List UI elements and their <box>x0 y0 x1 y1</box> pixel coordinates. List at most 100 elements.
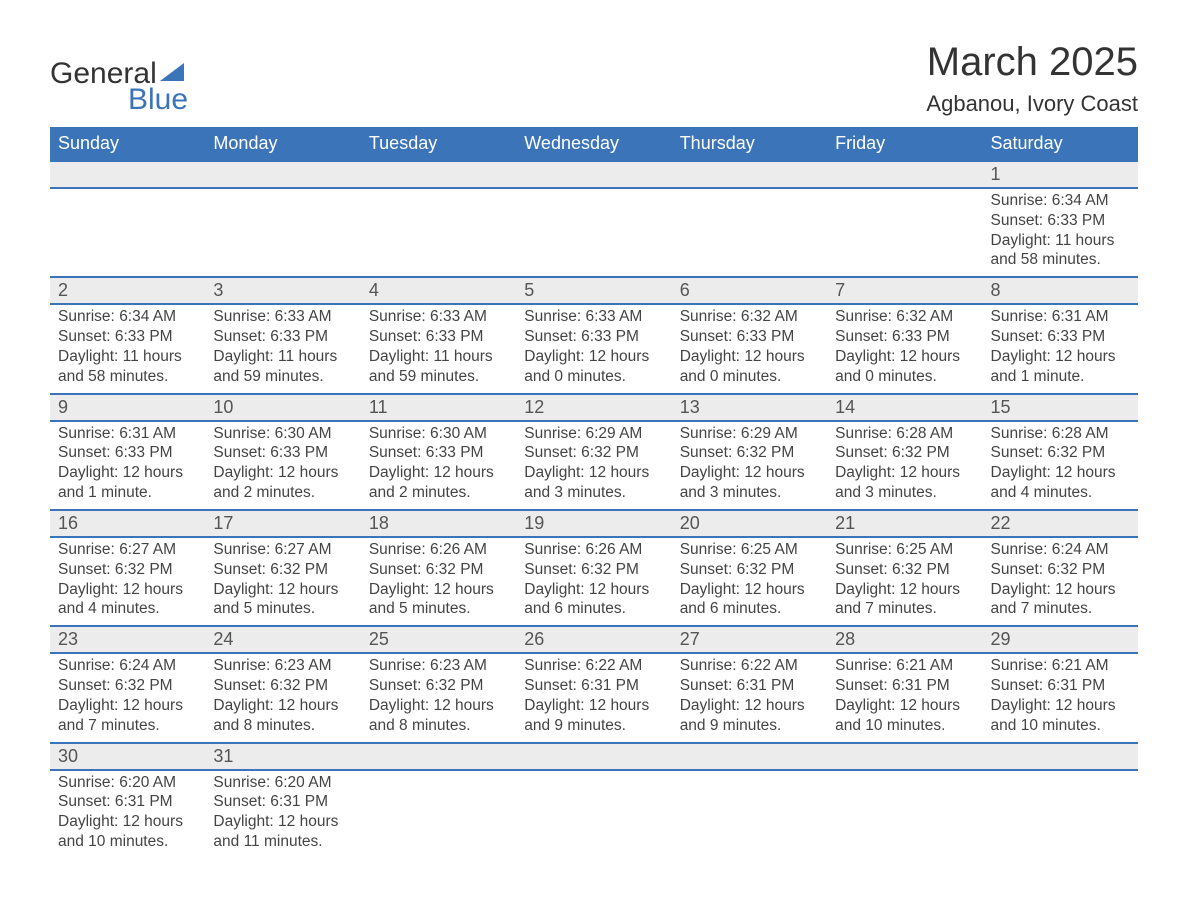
sunset-label: Sunset: <box>58 677 111 694</box>
day-detail: Sunrise: 6:27 AMSunset: 6:32 PMDaylight:… <box>205 538 360 625</box>
day-detail-cell: Sunrise: 6:31 AMSunset: 6:33 PMDaylight:… <box>983 304 1138 393</box>
day-detail: Sunrise: 6:24 AMSunset: 6:32 PMDaylight:… <box>983 538 1138 625</box>
sunset-value: 6:33 PM <box>270 328 328 345</box>
sunset-value: 6:33 PM <box>270 444 328 461</box>
day-detail: Sunrise: 6:21 AMSunset: 6:31 PMDaylight:… <box>827 654 982 741</box>
daylight-label: Daylight: <box>680 581 740 598</box>
day-num-cell: 9 <box>50 394 205 421</box>
sunrise-value: 6:31 AM <box>119 425 176 442</box>
title-block: March 2025 Agbanou, Ivory Coast <box>926 40 1138 117</box>
daylight-label: Daylight: <box>58 813 118 830</box>
daylight-label: Daylight: <box>524 697 584 714</box>
day-detail: Sunrise: 6:20 AMSunset: 6:31 PMDaylight:… <box>50 771 205 858</box>
day-detail-cell: Sunrise: 6:31 AMSunset: 6:33 PMDaylight:… <box>50 421 205 510</box>
daylight-label: Daylight: <box>369 581 429 598</box>
day-header: Wednesday <box>516 127 671 161</box>
sunrise-label: Sunrise: <box>369 308 426 325</box>
sunrise-value: 6:24 AM <box>1052 541 1109 558</box>
day-detail: Sunrise: 6:23 AMSunset: 6:32 PMDaylight:… <box>205 654 360 741</box>
day-detail: Sunrise: 6:31 AMSunset: 6:33 PMDaylight:… <box>983 305 1138 392</box>
week-daynum-row: 16171819202122 <box>50 510 1138 537</box>
empty-cell <box>361 743 516 770</box>
day-detail-cell: Sunrise: 6:34 AMSunset: 6:33 PMDaylight:… <box>50 304 205 393</box>
sunrise-label: Sunrise: <box>524 657 581 674</box>
logo-triangle-icon <box>160 63 184 81</box>
calendar-head: SundayMondayTuesdayWednesdayThursdayFrid… <box>50 127 1138 161</box>
day-num-cell: 14 <box>827 394 982 421</box>
sunrise-value: 6:27 AM <box>275 541 332 558</box>
sunrise-label: Sunrise: <box>835 308 892 325</box>
week-detail-row: Sunrise: 6:24 AMSunset: 6:32 PMDaylight:… <box>50 653 1138 742</box>
daylight-label: Daylight: <box>680 464 740 481</box>
day-detail-cell: Sunrise: 6:20 AMSunset: 6:31 PMDaylight:… <box>205 770 360 858</box>
empty-cell <box>827 161 982 188</box>
day-detail: Sunrise: 6:29 AMSunset: 6:32 PMDaylight:… <box>672 422 827 509</box>
day-header: Monday <box>205 127 360 161</box>
daylight-label: Daylight: <box>835 581 895 598</box>
day-number: 20 <box>672 511 827 536</box>
sunset-label: Sunset: <box>835 444 888 461</box>
week-daynum-row: 2345678 <box>50 277 1138 304</box>
day-detail: Sunrise: 6:25 AMSunset: 6:32 PMDaylight:… <box>827 538 982 625</box>
day-num-cell: 7 <box>827 277 982 304</box>
daylight-label: Daylight: <box>991 348 1051 365</box>
sunset-value: 6:32 PM <box>892 561 950 578</box>
day-num-cell: 3 <box>205 277 360 304</box>
sunset-label: Sunset: <box>680 444 733 461</box>
empty-cell <box>827 743 982 770</box>
sunrise-label: Sunrise: <box>58 308 115 325</box>
sunrise-label: Sunrise: <box>213 425 270 442</box>
sunrise-label: Sunrise: <box>213 774 270 791</box>
empty-cell <box>672 188 827 277</box>
day-num-cell: 5 <box>516 277 671 304</box>
sunset-value: 6:31 PM <box>270 793 328 810</box>
daylight-label: Daylight: <box>213 581 273 598</box>
sunset-value: 6:32 PM <box>426 561 484 578</box>
day-detail: Sunrise: 6:34 AMSunset: 6:33 PMDaylight:… <box>983 189 1138 276</box>
day-detail-cell: Sunrise: 6:28 AMSunset: 6:32 PMDaylight:… <box>983 421 1138 510</box>
week-detail-row: Sunrise: 6:27 AMSunset: 6:32 PMDaylight:… <box>50 537 1138 626</box>
calendar-table: SundayMondayTuesdayWednesdayThursdayFrid… <box>50 127 1138 858</box>
week-daynum-row: 1 <box>50 161 1138 188</box>
empty-cell <box>516 770 671 858</box>
sunset-value: 6:31 PM <box>737 677 795 694</box>
sunset-value: 6:32 PM <box>115 561 173 578</box>
day-detail-cell: Sunrise: 6:24 AMSunset: 6:32 PMDaylight:… <box>983 537 1138 626</box>
day-number: 13 <box>672 395 827 420</box>
day-detail: Sunrise: 6:26 AMSunset: 6:32 PMDaylight:… <box>361 538 516 625</box>
sunset-label: Sunset: <box>213 677 266 694</box>
empty-cell <box>361 188 516 277</box>
daylight-label: Daylight: <box>213 464 273 481</box>
day-detail-cell: Sunrise: 6:27 AMSunset: 6:32 PMDaylight:… <box>205 537 360 626</box>
day-num-cell: 31 <box>205 743 360 770</box>
sunset-value: 6:31 PM <box>892 677 950 694</box>
sunset-value: 6:32 PM <box>737 561 795 578</box>
day-detail-cell: Sunrise: 6:30 AMSunset: 6:33 PMDaylight:… <box>205 421 360 510</box>
day-detail: Sunrise: 6:22 AMSunset: 6:31 PMDaylight:… <box>672 654 827 741</box>
day-number: 30 <box>50 744 205 769</box>
sunrise-value: 6:23 AM <box>430 657 487 674</box>
day-detail: Sunrise: 6:20 AMSunset: 6:31 PMDaylight:… <box>205 771 360 858</box>
day-detail: Sunrise: 6:28 AMSunset: 6:32 PMDaylight:… <box>983 422 1138 509</box>
day-number: 7 <box>827 278 982 303</box>
sunset-value: 6:33 PM <box>115 328 173 345</box>
sunrise-label: Sunrise: <box>524 308 581 325</box>
day-num-cell: 16 <box>50 510 205 537</box>
week-detail-row: Sunrise: 6:34 AMSunset: 6:33 PMDaylight:… <box>50 188 1138 277</box>
day-detail-cell: Sunrise: 6:25 AMSunset: 6:32 PMDaylight:… <box>827 537 982 626</box>
day-num-cell: 15 <box>983 394 1138 421</box>
sunset-label: Sunset: <box>58 561 111 578</box>
daylight-label: Daylight: <box>991 581 1051 598</box>
week-daynum-row: 9101112131415 <box>50 394 1138 421</box>
day-number: 15 <box>983 395 1138 420</box>
sunset-value: 6:33 PM <box>737 328 795 345</box>
day-number: 10 <box>205 395 360 420</box>
sunset-value: 6:32 PM <box>115 677 173 694</box>
day-num-cell: 6 <box>672 277 827 304</box>
sunrise-value: 6:33 AM <box>275 308 332 325</box>
sunset-value: 6:32 PM <box>892 444 950 461</box>
day-num-cell: 17 <box>205 510 360 537</box>
sunrise-value: 6:34 AM <box>119 308 176 325</box>
day-detail-cell: Sunrise: 6:27 AMSunset: 6:32 PMDaylight:… <box>50 537 205 626</box>
sunset-value: 6:33 PM <box>426 328 484 345</box>
